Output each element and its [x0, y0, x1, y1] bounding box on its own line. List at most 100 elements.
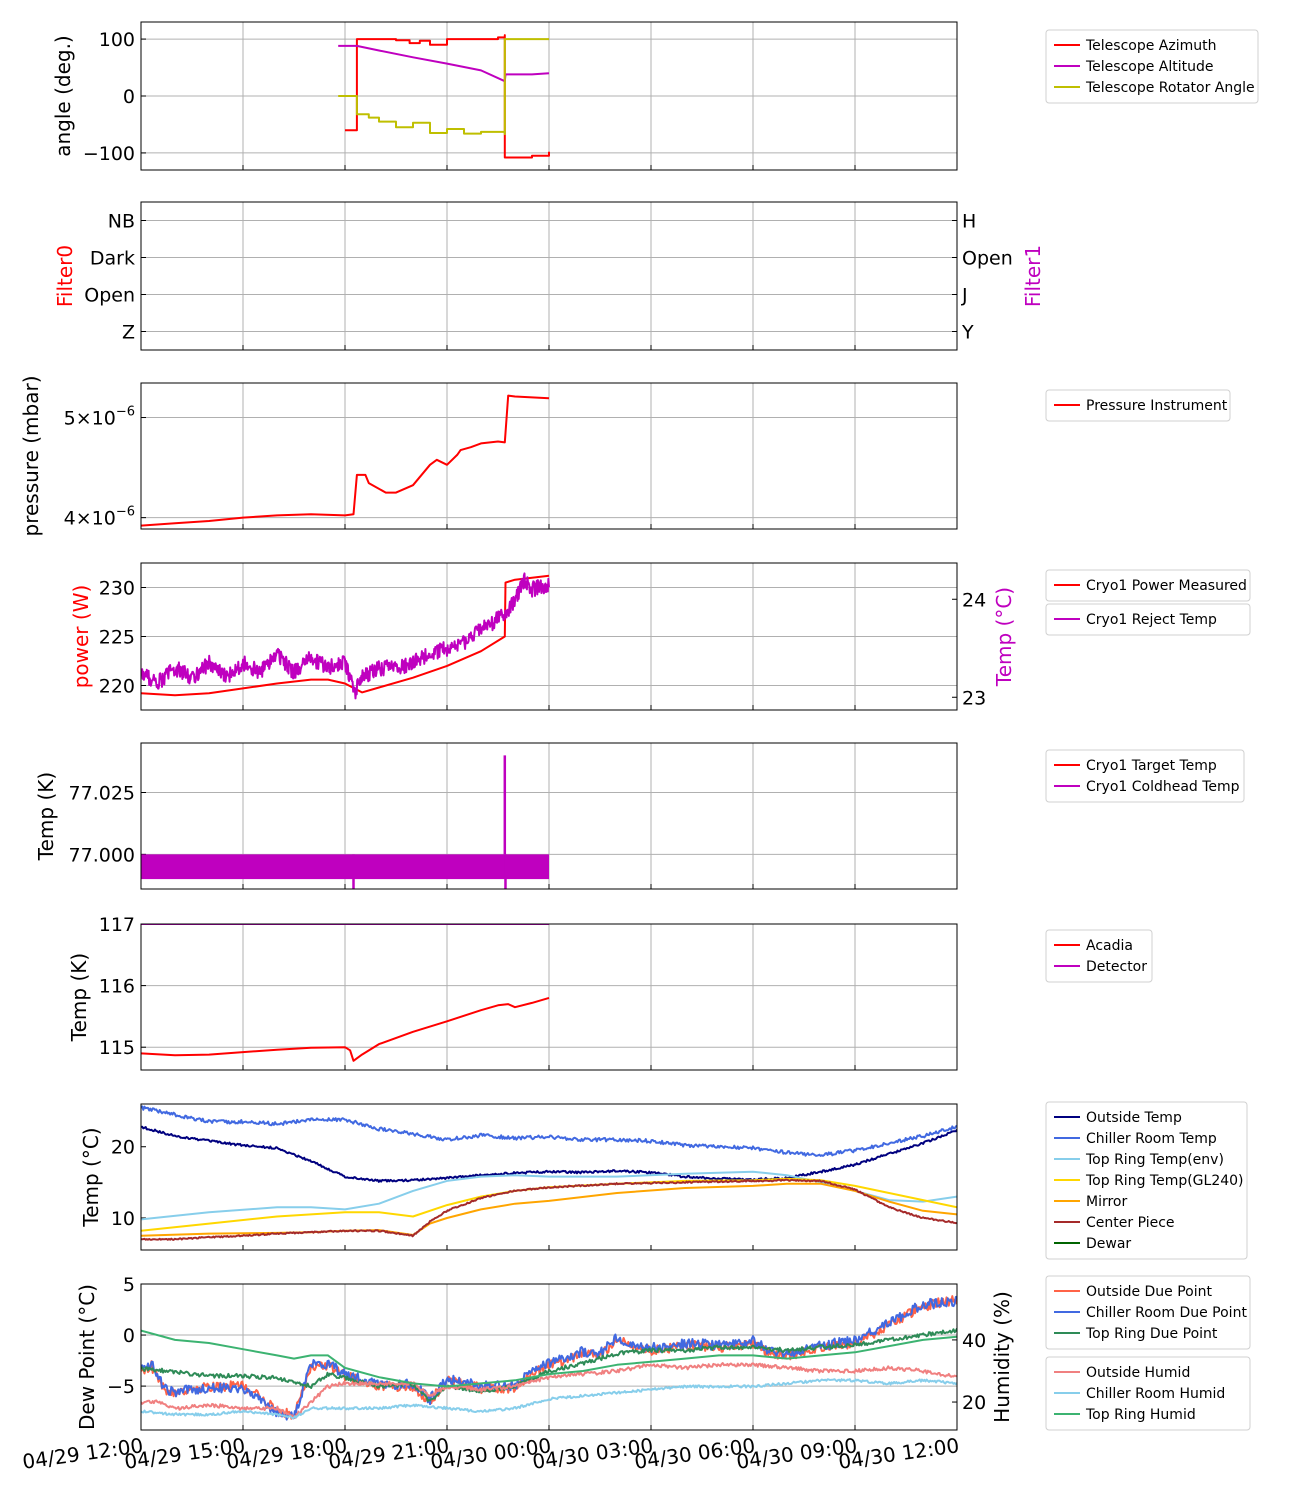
series-center-piece	[141, 1178, 957, 1241]
panel-1: 100 0 −100 angle (deg.) Telescope Azimuth Tel…	[51, 21, 1259, 171]
y-right-tick-label: 23	[962, 687, 986, 709]
y-tick-label: Dark	[90, 248, 135, 270]
y-axis-label: Dew Point (°C)	[75, 1284, 99, 1430]
y-axis-label: Filter0	[53, 245, 77, 307]
y-tick-label: 230	[99, 578, 135, 600]
y-right-tick-label: H	[962, 211, 976, 233]
legend-label: Center Piece	[1086, 1215, 1175, 1231]
y-axis-label: pressure (mbar)	[19, 375, 43, 536]
y-tick-label: 0	[123, 86, 135, 108]
axes-frame	[140, 1283, 958, 1431]
y-axis-label: power (W)	[69, 585, 93, 689]
legend-box	[1045, 1275, 1251, 1350]
y-tick-label: NB	[108, 211, 135, 233]
series-chiller-room-humid	[141, 1378, 957, 1420]
legend-label: Mirror	[1086, 1194, 1127, 1210]
series-top-ring-temp-env	[141, 1170, 957, 1221]
y-tick-label: 115	[99, 1037, 135, 1059]
legend-label: Telescope Altitude	[1085, 59, 1214, 75]
legend-label: Dewar	[1086, 1236, 1131, 1252]
y-right-tick-label: 20	[962, 1392, 986, 1414]
legend-label: Telescope Azimuth	[1085, 38, 1216, 54]
y-right-tick-label: 40	[962, 1330, 986, 1352]
y-tick-label: 5	[123, 1274, 135, 1296]
legend-label: Chiller Room Humid	[1086, 1386, 1225, 1402]
y-axis-label-right: Humidity (%)	[990, 1291, 1014, 1423]
series-chiller-room-temp	[141, 1105, 957, 1157]
legend: Acadia Detector	[1045, 929, 1153, 983]
series-pressure-instrument	[141, 394, 550, 527]
series-cryo1-power-measured	[141, 574, 550, 697]
legend-box	[1045, 929, 1153, 983]
legend: Telescope Azimuth Telescope Altitude Teles…	[1045, 29, 1259, 104]
y-right-tick-label: J	[961, 285, 968, 307]
legend-label: Cryo1 Target Temp	[1086, 758, 1217, 774]
axes-frame	[140, 201, 958, 351]
legend-box	[1045, 1101, 1248, 1260]
series-outside-temp	[141, 1125, 957, 1183]
panel-4: 230 225 220 24 23 power (W) Temp (°C) Cryo1 Pow…	[69, 562, 1251, 711]
series-top-ring-due-point	[141, 1327, 957, 1402]
y-axis-label-right: Filter1	[1021, 245, 1045, 307]
legend-box	[1045, 603, 1251, 636]
legend-box	[1045, 1356, 1251, 1431]
axes-frame	[140, 382, 958, 530]
y-tick-label: 20	[111, 1137, 135, 1159]
legend-label: Top Ring Due Point	[1085, 1326, 1218, 1342]
series-telescope-rotator-angle	[338, 38, 549, 136]
legend-box	[1045, 29, 1259, 104]
y-axis-label: Temp (K)	[34, 772, 58, 861]
y-right-tick-label: Open	[962, 248, 1013, 270]
y-tick-label: Z	[122, 322, 135, 344]
legend: Pressure Instrument	[1045, 389, 1231, 422]
legend-label: Outside Temp	[1086, 1110, 1182, 1126]
y-tick-label: 100	[99, 29, 135, 51]
y-tick-label: 5×10−6	[64, 405, 135, 430]
series-chiller-room-due-point	[141, 1295, 957, 1421]
legend: Cryo1 Reject Temp	[1045, 603, 1251, 636]
legend-box	[1045, 569, 1251, 602]
legend-label: Chiller Room Temp	[1086, 1131, 1217, 1147]
legend-label: Pressure Instrument	[1086, 398, 1228, 414]
legend-label: Cryo1 Coldhead Temp	[1086, 779, 1240, 795]
legend-label: Top Ring Temp(GL240)	[1085, 1173, 1244, 1189]
y-tick-label: −5	[107, 1376, 135, 1398]
y-tick-label: −100	[83, 143, 135, 165]
y-tick-label: 117	[99, 914, 135, 936]
y-tick-label: 220	[99, 676, 135, 698]
y-axis-label: Temp (°C)	[79, 1127, 103, 1227]
series-mirror	[141, 1182, 957, 1237]
legend-label: Chiller Room Due Point	[1086, 1305, 1247, 1321]
panel-6: 117 116 115 Temp (K) Acadia Detector	[67, 914, 1153, 1071]
legend: Cryo1 Power Measured	[1045, 569, 1251, 602]
legend-label: Outside Humid	[1086, 1365, 1190, 1381]
series-acadia	[141, 996, 550, 1062]
legend-label: Acadia	[1086, 938, 1133, 954]
legend-label: Outside Due Point	[1086, 1284, 1213, 1300]
series-outside-humid	[141, 1362, 957, 1419]
panel-3: 5×10−6 4×10−6 pressure (mbar) Pressure Inst…	[19, 375, 1231, 537]
series-telescope-azimuth	[345, 34, 550, 159]
y-tick-label: 0	[123, 1325, 135, 1347]
y-tick-label: 116	[99, 976, 135, 998]
y-tick-label: 77.000	[69, 844, 135, 866]
panel-8: 5 0 −5 40 20 Dew Point (°C) Humidity (%) Outsid…	[75, 1274, 1251, 1431]
axes-frame	[140, 21, 958, 171]
y-tick-label: 4×10−6	[64, 505, 135, 530]
series-telescope-altitude	[338, 44, 550, 83]
legend: Outside Due Point Chiller Room Due Point T…	[1045, 1275, 1251, 1350]
legend-label: Top Ring Humid	[1085, 1407, 1196, 1423]
legend: Outside Temp Chiller Room Temp Top Ring Te…	[1045, 1101, 1248, 1260]
y-tick-label: 225	[99, 627, 135, 649]
y-axis-label: angle (deg.)	[51, 35, 75, 157]
y-right-tick-label: 24	[962, 589, 986, 611]
panel-2: NB Dark Open Z H Open JY Filter0 Filter1	[53, 201, 1045, 351]
series-cryo1-coldhead-temp	[141, 854, 549, 880]
y-tick-label: Open	[84, 285, 135, 307]
y-axis-label-right: Temp (°C)	[992, 587, 1016, 687]
series-cryo1-reject-temp	[141, 572, 550, 700]
axes-frame	[140, 1103, 958, 1251]
